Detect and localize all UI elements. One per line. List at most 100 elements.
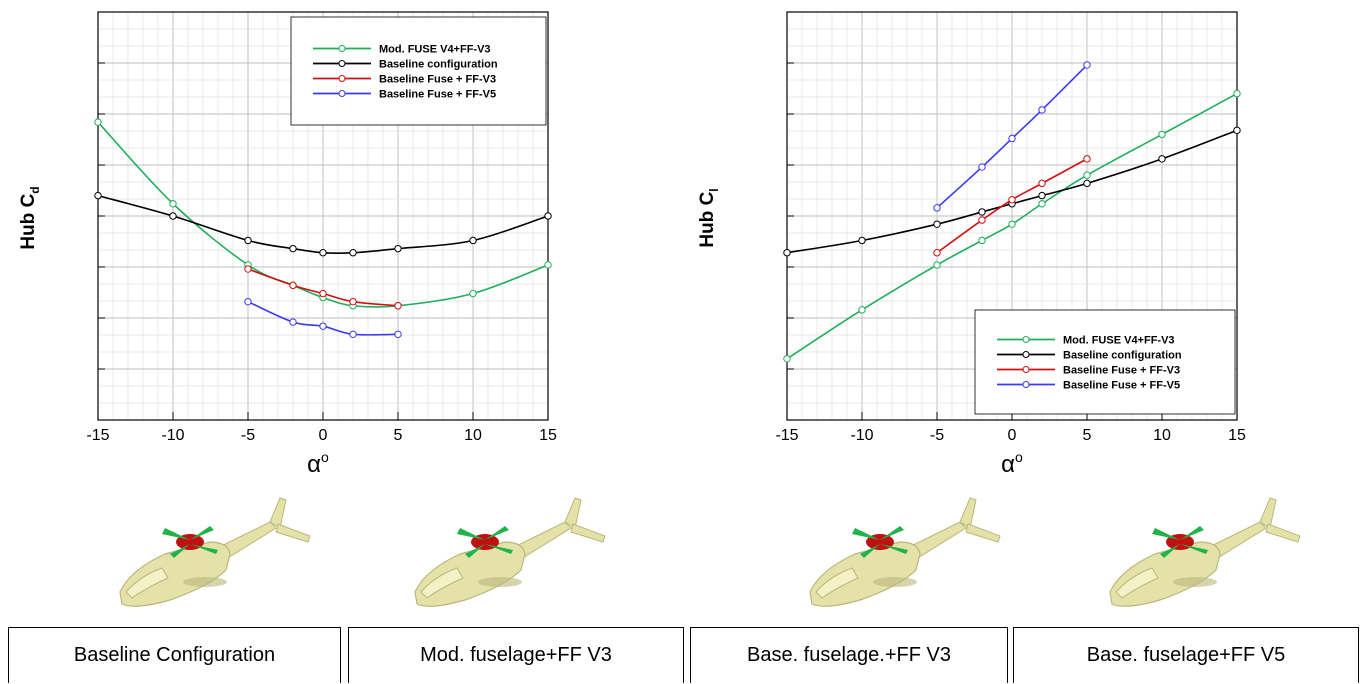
rotor-blade	[465, 544, 485, 558]
legend-entry: Baseline Fuse + FF-V3	[379, 74, 496, 86]
legend-marker	[338, 90, 346, 97]
cockpit	[815, 567, 859, 599]
legend: Mod. FUSE V4+FF-V3 Baseline configuration…	[974, 309, 1236, 415]
cockpit	[125, 567, 169, 599]
x-tick-label: 10	[464, 427, 482, 444]
data-point	[1038, 106, 1046, 114]
x-tick-label: -10	[161, 427, 184, 444]
legend-entry: Mod. FUSE V4+FF-V3	[379, 44, 491, 56]
x-tick-label: -5	[241, 427, 255, 444]
rotor-blade	[1160, 544, 1180, 558]
legend-entry: Baseline configuration	[1063, 350, 1182, 362]
series-layer	[94, 118, 552, 339]
data-point	[289, 281, 297, 290]
tail-plane	[275, 523, 311, 543]
helicopter-illustration-3	[809, 497, 1001, 607]
fuselage	[1109, 541, 1221, 607]
data-point	[289, 244, 297, 253]
fuselage	[119, 541, 231, 607]
cockpit	[420, 567, 464, 599]
legend-entry: Mod. FUSE V4+FF-V3	[1063, 335, 1175, 347]
rotor-blade	[880, 526, 904, 540]
legend-entry: Baseline configuration	[379, 59, 498, 71]
series-layer	[783, 61, 1241, 363]
y-axis-label: Hub Cd	[18, 186, 42, 249]
legend-marker	[338, 45, 346, 52]
data-point	[544, 261, 552, 269]
rotor-blade	[190, 544, 218, 554]
x-tick-label: 5	[1083, 427, 1092, 444]
helicopter-illustration-2	[414, 497, 606, 607]
skid	[1173, 577, 1217, 587]
rotor-blade	[852, 528, 880, 540]
tail-plane	[570, 523, 606, 543]
data-point	[933, 261, 941, 269]
data-point	[244, 236, 252, 245]
rotor-blade	[880, 544, 908, 554]
rotor-blade	[162, 528, 190, 540]
legend: Mod. FUSE V4+FF-V3 Baseline configuration…	[290, 16, 547, 126]
data-point	[1083, 155, 1091, 163]
hub-cl-chart: -15 -10 -5 0 5 10 15 Hub Cl αo Mod. FUSE V4+FF…	[697, 11, 1246, 478]
data-point	[933, 249, 941, 257]
data-point	[1233, 126, 1241, 135]
data-point	[319, 322, 327, 330]
data-point	[394, 244, 402, 253]
data-point	[544, 212, 552, 220]
rotor-blade	[1180, 526, 1204, 540]
data-point	[349, 249, 357, 257]
legend-marker	[1022, 366, 1030, 373]
data-point	[94, 191, 102, 200]
data-point	[319, 249, 327, 257]
rotor-blade	[457, 528, 485, 540]
skid	[478, 577, 522, 587]
data-point	[858, 236, 866, 245]
helicopter-illustration-1	[119, 497, 311, 607]
rotor-blade	[170, 544, 190, 558]
tail-plane	[965, 523, 1001, 543]
data-point	[94, 118, 102, 126]
x-tick-label: 15	[1228, 427, 1246, 444]
x-tick-labels: -15 -10 -5 0 5 10 15	[86, 412, 557, 444]
x-tick-label: -15	[86, 427, 109, 444]
x-tick-label: 5	[394, 427, 403, 444]
data-point	[978, 236, 986, 245]
legend-marker	[1022, 381, 1030, 388]
rotor-blade	[485, 526, 509, 540]
legend-entry: Baseline Fuse + FF-V3	[1063, 365, 1180, 377]
data-point	[978, 208, 986, 216]
x-axis-label: αo	[1001, 449, 1023, 478]
rotor-blade	[1152, 528, 1180, 540]
data-point	[469, 289, 477, 298]
legend-entry: Baseline Fuse + FF-V5	[379, 89, 496, 101]
data-point	[1083, 61, 1091, 69]
x-axis-label: αo	[307, 449, 329, 478]
data-point	[1158, 155, 1166, 163]
data-point	[783, 355, 791, 363]
data-point	[244, 297, 252, 306]
x-tick-label: -15	[775, 427, 798, 444]
data-point	[1233, 89, 1241, 98]
data-point	[1008, 195, 1016, 204]
data-point	[349, 297, 357, 306]
tail-fin	[564, 497, 582, 529]
data-point	[1083, 171, 1091, 179]
legend-marker	[338, 75, 346, 82]
data-point	[244, 265, 252, 273]
data-point	[933, 220, 941, 228]
data-point	[978, 216, 986, 224]
cockpit	[1115, 567, 1159, 599]
data-point	[319, 289, 327, 298]
rotor-blade	[1180, 544, 1208, 554]
data-point	[783, 249, 791, 257]
data-point	[1008, 220, 1016, 228]
x-tick-label: 15	[539, 427, 557, 444]
legend-marker	[338, 60, 346, 67]
y-axis-label: Hub Cl	[697, 188, 721, 247]
caption-mod-fuselage-ff-v3: Mod. fuselage+FF V3	[348, 627, 684, 683]
x-tick-label: -5	[930, 427, 944, 444]
tail-fin	[959, 497, 977, 529]
data-point	[1038, 191, 1046, 200]
data-point	[858, 306, 866, 314]
legend-marker	[1022, 336, 1030, 343]
